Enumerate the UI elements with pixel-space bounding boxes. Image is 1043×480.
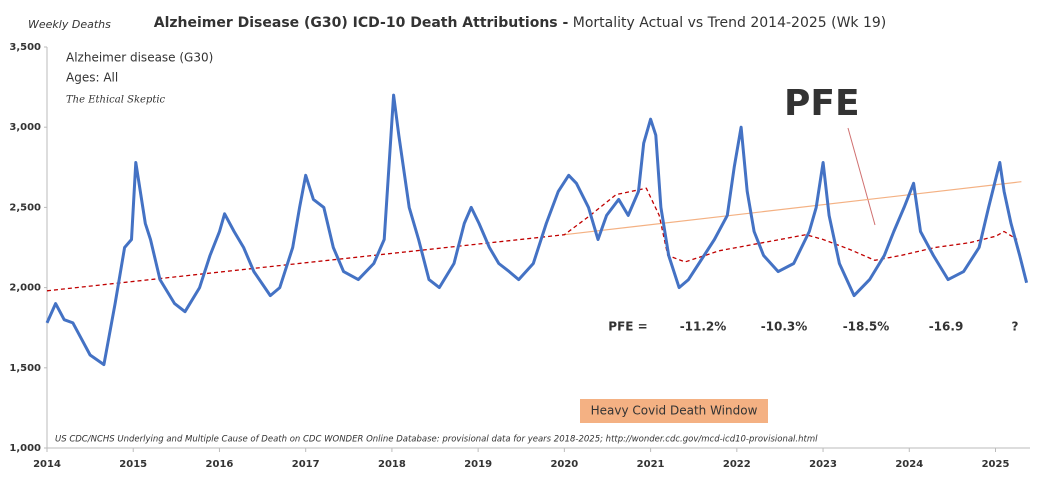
x-tick-label: 2020 [550, 459, 578, 470]
x-tick-label: 2025 [982, 459, 1010, 470]
y-tick-label: 1,500 [9, 363, 41, 374]
chart-title: Alzheimer Disease (G30) ICD-10 Death Att… [154, 15, 887, 31]
x-tick-label: 2015 [119, 459, 147, 470]
x-tick-label: 2018 [378, 459, 406, 470]
series-line [46, 187, 1018, 292]
source-note: US CDC/NCHS Underlying and Multiple Caus… [55, 435, 818, 445]
pfe-value: -18.5% [843, 320, 890, 334]
legend-entry: Alzheimer disease (G30) [66, 51, 213, 65]
title-bold: Alzheimer Disease (G30) ICD-10 Death Att… [154, 15, 569, 31]
y-tick-label: 3,500 [9, 42, 41, 53]
x-tick-label: 2024 [895, 459, 923, 470]
title-subtitle: Mortality Actual vs Trend 2014-2025 (Wk … [573, 15, 886, 31]
y-tick-label: 2,000 [9, 283, 41, 294]
series-line [45, 93, 1029, 367]
pfe-value: PFE = [608, 320, 647, 334]
x-tick-label: 2021 [637, 459, 665, 470]
x-tick-label: 2019 [464, 459, 492, 470]
y-tick-label: 2,500 [9, 202, 41, 213]
series-line [564, 181, 1022, 236]
x-tick-label: 2017 [292, 459, 320, 470]
covid-window-box [580, 399, 768, 423]
pfe-pointer [847, 127, 876, 226]
x-tick-label: 2022 [723, 459, 751, 470]
watermark: The Ethical Skeptic [66, 95, 166, 106]
x-tick-label: 2014 [33, 459, 61, 470]
y-tick-label: 1,000 [9, 443, 41, 454]
pfe-value: -10.3% [761, 320, 808, 334]
pfe-value: -11.2% [680, 320, 727, 334]
pfe-value: ? [1012, 320, 1019, 334]
x-tick-label: 2023 [809, 459, 837, 470]
pfe-value: -16.9 [929, 320, 964, 334]
pfe-callout: PFE [784, 83, 860, 124]
y-tick-label: 3,000 [9, 122, 41, 133]
legend-note: Ages: All [66, 71, 118, 85]
x-tick-label: 2016 [206, 459, 234, 470]
y-axis-label: Weekly Deaths [28, 18, 111, 31]
covid-window-label: Heavy Covid Death Window [591, 404, 758, 418]
